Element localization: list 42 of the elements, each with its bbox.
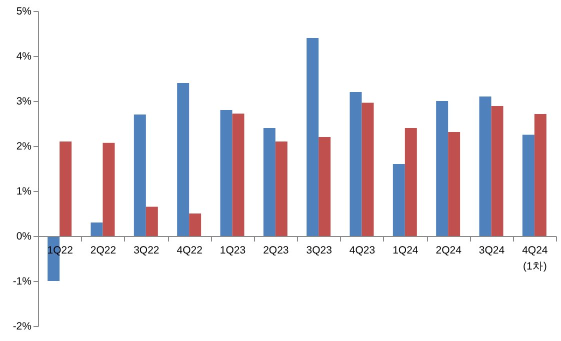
bar (177, 83, 190, 236)
bar (392, 164, 405, 236)
y-tick-label: 5% (16, 6, 32, 18)
x-tick-label: 2Q23 (263, 244, 289, 256)
bar (362, 102, 374, 236)
bar (232, 114, 244, 236)
bar (60, 142, 72, 236)
y-tick-label: 3% (16, 96, 32, 108)
bar (448, 132, 460, 236)
x-tick-label: 2Q24 (436, 244, 462, 256)
x-tick-label: 1Q24 (392, 244, 418, 256)
bar (491, 106, 504, 236)
bar (479, 96, 492, 236)
y-tick-label: 2% (16, 140, 32, 152)
bar (318, 137, 331, 236)
bar (90, 222, 103, 236)
bar (350, 92, 362, 236)
bar (522, 134, 534, 236)
x-tick-label: 4Q23 (349, 244, 376, 256)
x-tick-label: 3Q23 (306, 244, 332, 256)
y-tick-label: -1% (12, 276, 32, 288)
bar (275, 142, 288, 236)
bar (306, 38, 319, 236)
bar (220, 110, 232, 236)
bar (436, 101, 448, 236)
x-tick-label: 4Q22 (176, 244, 203, 256)
bar (534, 114, 546, 236)
y-tick-label: -2% (12, 320, 32, 332)
x-tick-label: 3Q24 (478, 244, 505, 256)
bar (404, 128, 417, 236)
x-tick-label: 2Q22 (90, 244, 116, 256)
y-tick-label: 1% (16, 186, 32, 198)
bar (263, 128, 276, 236)
y-tick-label: 0% (16, 230, 32, 242)
bar (102, 142, 115, 236)
x-tick-label: 1Q23 (220, 244, 246, 256)
y-tick-label: 4% (16, 50, 32, 62)
bar (189, 214, 202, 236)
bar (134, 114, 146, 236)
x-tick-label: 4Q24 (1차) (522, 244, 548, 272)
x-tick-label: 3Q22 (134, 244, 160, 256)
bar (146, 206, 158, 236)
